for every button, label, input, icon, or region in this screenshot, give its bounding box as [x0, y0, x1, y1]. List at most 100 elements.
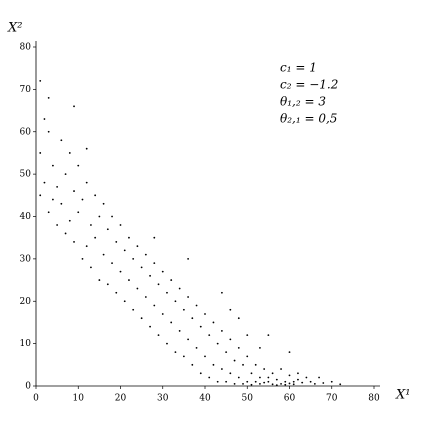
- y-tick-label: 50: [20, 170, 32, 180]
- point: [136, 245, 139, 248]
- point: [259, 376, 261, 379]
- point: [225, 380, 228, 383]
- point: [85, 147, 88, 150]
- point: [182, 308, 185, 311]
- point: [43, 181, 46, 184]
- y-axis-label: X²: [7, 21, 22, 36]
- point: [170, 321, 173, 324]
- point: [43, 118, 46, 120]
- point: [94, 194, 97, 197]
- point: [39, 152, 42, 154]
- point: [288, 351, 291, 353]
- point: [339, 383, 342, 386]
- x-tick-label: 30: [157, 394, 169, 404]
- point: [275, 378, 278, 381]
- point: [267, 376, 270, 379]
- x-tick-label: 60: [284, 394, 296, 404]
- point: [225, 351, 228, 353]
- point: [64, 232, 67, 235]
- point: [98, 215, 101, 218]
- point: [140, 317, 143, 320]
- x-tick-label: 10: [73, 394, 85, 404]
- point: [90, 266, 92, 269]
- point: [254, 363, 257, 366]
- point: [166, 342, 168, 345]
- point: [284, 380, 287, 383]
- point: [309, 380, 312, 383]
- point: [144, 296, 147, 298]
- point: [292, 383, 295, 386]
- point: [322, 382, 325, 384]
- point: [178, 330, 181, 332]
- point: [242, 363, 244, 366]
- point: [288, 374, 291, 377]
- point: [149, 325, 151, 328]
- point: [271, 372, 274, 375]
- y-tick-label: 60: [20, 127, 32, 137]
- x-tick-label: 80: [368, 394, 380, 404]
- point: [301, 381, 304, 384]
- point: [128, 236, 130, 239]
- point: [263, 381, 266, 384]
- point: [259, 382, 261, 385]
- point: [263, 368, 266, 370]
- point: [318, 376, 320, 379]
- point: [56, 185, 59, 188]
- point: [208, 376, 211, 379]
- point: [149, 274, 151, 277]
- point: [161, 270, 164, 273]
- point: [52, 198, 54, 201]
- point: [212, 363, 215, 366]
- point: [216, 380, 219, 383]
- point: [68, 219, 71, 222]
- point: [170, 279, 173, 281]
- y-tick-label: 80: [20, 43, 32, 53]
- point: [237, 346, 240, 349]
- point: [153, 304, 156, 307]
- point: [191, 317, 194, 320]
- point: [85, 245, 88, 248]
- point: [111, 262, 113, 265]
- point: [254, 380, 257, 383]
- point: [77, 211, 80, 214]
- point: [330, 380, 333, 383]
- point: [153, 236, 156, 239]
- point: [313, 382, 316, 385]
- annotation: θ₂,₁ = 0,5: [280, 112, 337, 126]
- point: [94, 236, 97, 239]
- point: [250, 383, 253, 386]
- point: [136, 287, 139, 290]
- point: [195, 304, 198, 307]
- y-tick-label: 20: [20, 297, 32, 307]
- point: [132, 257, 135, 260]
- point: [237, 317, 240, 320]
- point: [221, 368, 223, 370]
- point: [297, 378, 299, 381]
- annotation: θ₁,₂ = 3: [280, 95, 326, 109]
- point: [195, 346, 198, 349]
- point: [90, 224, 92, 226]
- point: [246, 355, 249, 358]
- point: [174, 300, 177, 303]
- point: [242, 382, 244, 385]
- point: [199, 325, 202, 328]
- point: [81, 257, 84, 260]
- y-tick-label: 40: [20, 212, 32, 222]
- point: [221, 330, 223, 332]
- point: [157, 283, 160, 286]
- annotation: c₁ = 1: [280, 61, 317, 75]
- point: [144, 253, 147, 256]
- point: [157, 334, 160, 337]
- point: [119, 270, 122, 273]
- point: [52, 164, 54, 167]
- x-tick-label: 20: [115, 394, 127, 404]
- point: [111, 215, 113, 218]
- x-axis-label: X¹: [395, 388, 410, 403]
- annotation: c₂ = −1.2: [280, 78, 338, 92]
- point: [140, 266, 143, 269]
- point: [132, 308, 135, 311]
- x-tick-label: 50: [242, 394, 254, 404]
- point: [204, 355, 206, 358]
